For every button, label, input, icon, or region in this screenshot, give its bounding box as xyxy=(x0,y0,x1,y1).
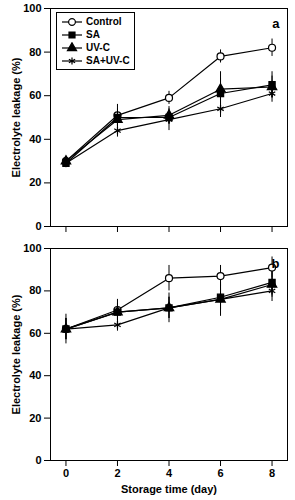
svg-text:0: 0 xyxy=(35,220,41,232)
svg-text:100: 100 xyxy=(23,2,41,14)
svg-text:Storage time (day): Storage time (day) xyxy=(121,483,217,495)
svg-text:a: a xyxy=(272,16,280,31)
svg-text:60: 60 xyxy=(29,327,41,339)
svg-text:20: 20 xyxy=(29,412,41,424)
svg-text:100: 100 xyxy=(23,242,41,254)
svg-text:0: 0 xyxy=(63,467,69,479)
html-text:SA: SA xyxy=(86,29,100,40)
svg-text:20: 20 xyxy=(29,176,41,188)
svg-text:80: 80 xyxy=(29,284,41,296)
html-text:Control: Control xyxy=(86,16,122,27)
html-text:SA+UV-C: SA+UV-C xyxy=(86,55,130,66)
svg-text:40: 40 xyxy=(29,133,41,145)
svg-text:Electrolyte leakage (%): Electrolyte leakage (%) xyxy=(10,57,22,177)
svg-text:40: 40 xyxy=(29,369,41,381)
svg-text:60: 60 xyxy=(29,89,41,101)
svg-text:Electrolyte leakage (%): Electrolyte leakage (%) xyxy=(10,294,22,414)
html-text:UV-C: UV-C xyxy=(86,42,110,53)
svg-text:2: 2 xyxy=(114,467,120,479)
svg-text:6: 6 xyxy=(217,467,223,479)
svg-text:8: 8 xyxy=(269,467,275,479)
svg-text:4: 4 xyxy=(166,467,173,479)
svg-text:b: b xyxy=(272,256,280,271)
svg-text:0: 0 xyxy=(35,454,41,466)
svg-text:80: 80 xyxy=(29,46,41,58)
